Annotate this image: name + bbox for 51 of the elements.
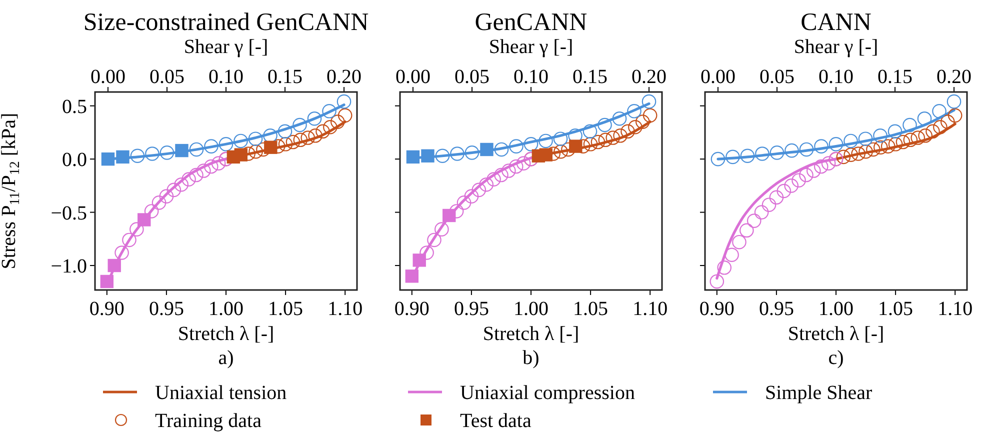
x2-tick-label: 0.15 [878, 66, 913, 88]
legend-label: Test data [460, 410, 532, 432]
x-tick-label: 1.10 [938, 298, 973, 320]
chart-title: CANN [800, 9, 872, 36]
y-tick-label: 0.5 [62, 96, 87, 118]
text: b) [522, 347, 540, 369]
x-axis-title: Stretch λ [-] [178, 323, 274, 345]
x-tick-label: 1.05 [878, 298, 914, 320]
x-tick-label: 1.00 [514, 298, 548, 320]
legend-label: Training data [155, 410, 262, 432]
legend-label: Uniaxial compression [460, 382, 635, 404]
y-tick-label: 0.0 [62, 149, 87, 172]
x-tick-label: 1.05 [573, 298, 608, 320]
x2-tick-label: 0.00 [700, 66, 736, 88]
x-tick-label: 1.00 [818, 298, 854, 320]
x-tick-label: 0.95 [148, 298, 184, 320]
x2-tick-label: 0.10 [514, 66, 548, 88]
x2-tick-label: 0.20 [632, 66, 667, 88]
x-tick-label: 1.10 [328, 298, 363, 320]
x2-axis-title: Shear γ [-] [488, 36, 574, 58]
x2-tick-label: 0.05 [149, 66, 184, 88]
legend-label: Simple Shear [765, 382, 873, 404]
legend-label: Uniaxial tension [155, 382, 287, 404]
x2-tick-label: 0.20 [326, 66, 362, 88]
y-tick-label: −0.5 [50, 202, 87, 224]
x-tick-label: 0.90 [699, 298, 734, 320]
x2-tick-label: 0.00 [395, 66, 430, 88]
text: a) [218, 347, 234, 369]
x2-tick-label: 0.10 [818, 66, 854, 88]
x-tick-label: 1.10 [632, 298, 668, 320]
x2-tick-label: 0.05 [759, 66, 794, 88]
x2-tick-label: 0.10 [208, 66, 244, 88]
x2-tick-label: 0.00 [90, 66, 126, 88]
x-tick-label: 0.95 [758, 298, 794, 320]
x-axis-title: Stretch λ [-] [482, 323, 580, 345]
x-tick-label: 1.00 [208, 298, 244, 320]
x-tick-label: 0.90 [89, 298, 124, 320]
x-axis-title: Stretch λ [-] [788, 323, 884, 345]
chart-title: Size-constrained GenCANN [83, 9, 369, 36]
x2-tick-label: 0.05 [454, 66, 490, 88]
x2-tick-label: 0.15 [268, 66, 303, 88]
x2-tick-label: 0.20 [936, 66, 972, 88]
x-tick-label: 0.90 [394, 298, 430, 320]
y-tick-label: −1.0 [50, 256, 87, 278]
x2-axis-title: Shear γ [-] [184, 36, 268, 58]
x-tick-label: 1.05 [268, 298, 304, 320]
chart-title: GenCANN [474, 9, 588, 36]
x2-tick-label: 0.15 [572, 66, 608, 88]
text: c) [828, 347, 844, 369]
x2-axis-title: Shear γ [-] [794, 36, 878, 58]
x-tick-label: 0.95 [454, 298, 489, 320]
